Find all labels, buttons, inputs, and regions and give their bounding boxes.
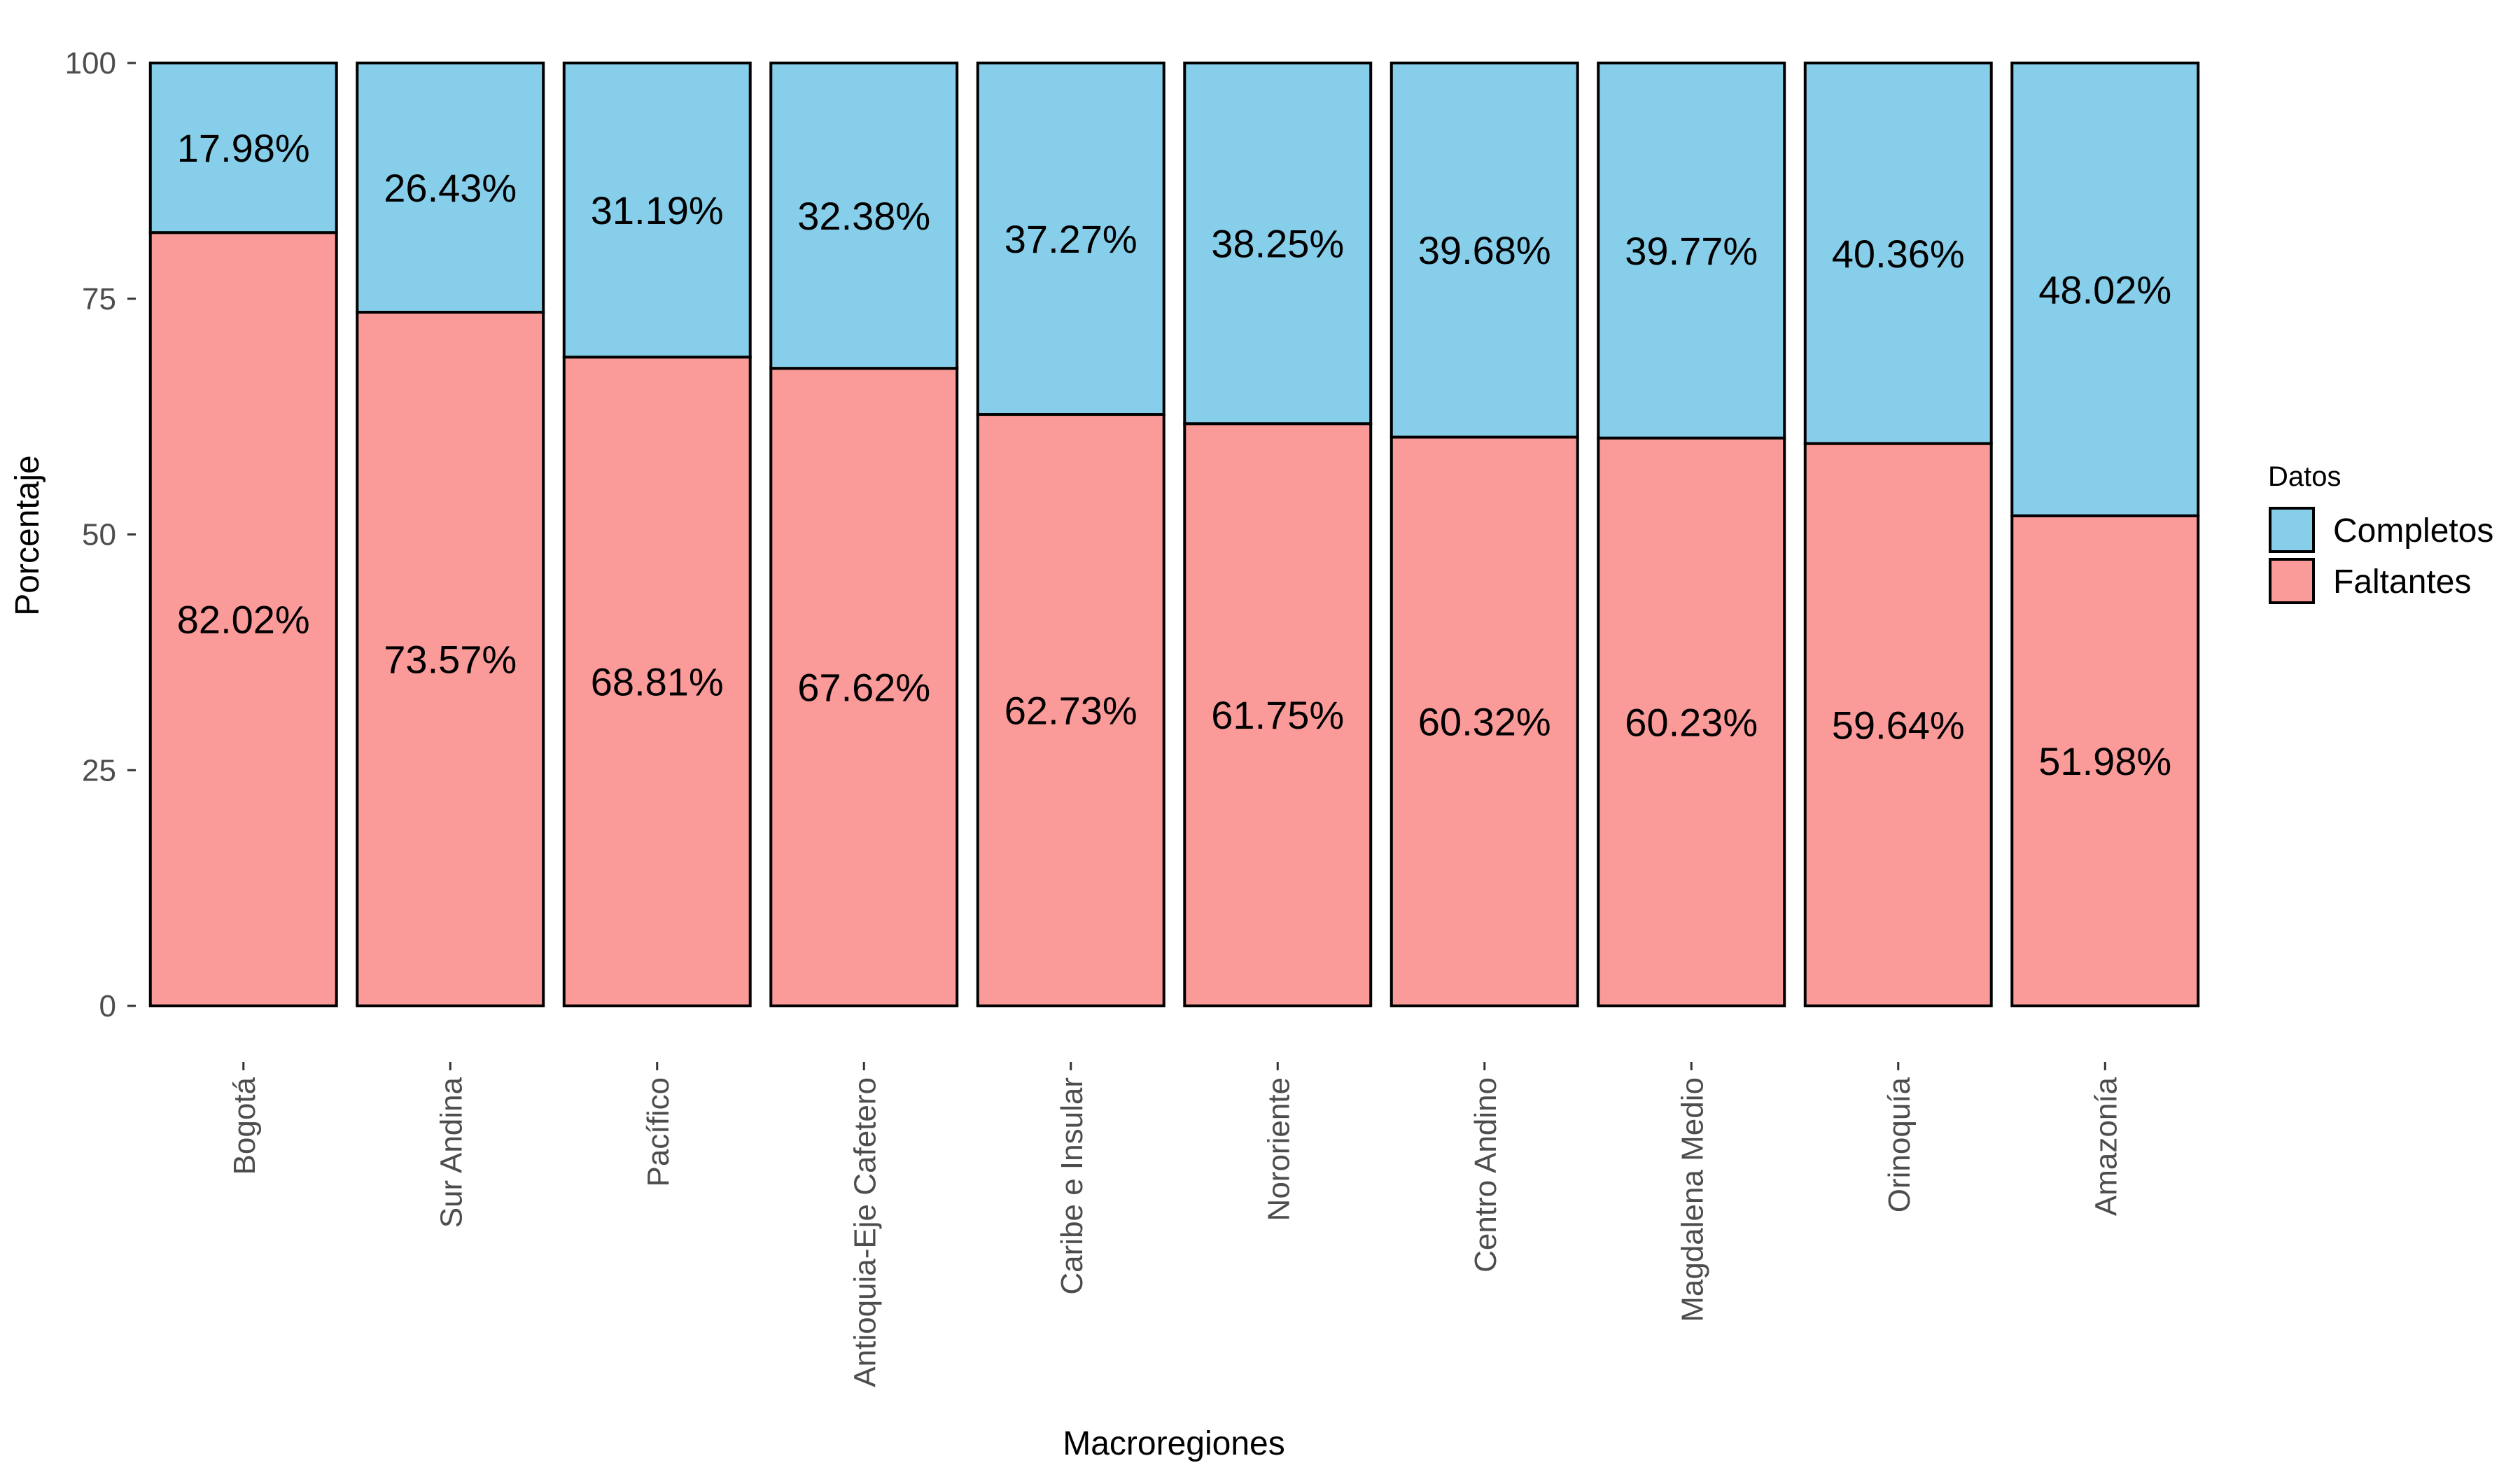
x-tick-label-5: Caribe e Insular <box>1055 1077 1089 1295</box>
data-label-faltantes-9: 59.64% <box>1832 703 1965 747</box>
x-tick-label-4: Antioquia-Eje Cafetero <box>848 1077 882 1387</box>
data-label-faltantes-10: 51.98% <box>2038 739 2171 783</box>
bar-completos-1 <box>148 62 338 234</box>
data-label-completos-10: 48.02% <box>2038 267 2171 312</box>
legend: Datos Completos Faltantes <box>2268 461 2493 604</box>
bar-faltantes-1 <box>148 231 338 1008</box>
bar-completos-6 <box>1183 62 1373 426</box>
data-labels-layer: 82.02% 17.98% 73.57% 26.43% 68.81% 31.19% 67.6… <box>177 126 2171 783</box>
data-label-completos-9: 40.36% <box>1832 232 1965 276</box>
bar-completos-2 <box>356 62 545 314</box>
bar-faltantes-4 <box>769 367 959 1007</box>
x-tick-label-3: Pacífico <box>641 1077 676 1187</box>
data-label-completos-6: 38.25% <box>1211 222 1344 266</box>
bar-faltantes-10 <box>2010 514 2200 1007</box>
bar-completos-7 <box>1390 62 1579 439</box>
bar-completos-3 <box>562 62 752 359</box>
data-label-completos-4: 32.38% <box>797 194 930 238</box>
bar-completos-4 <box>769 62 959 370</box>
data-label-faltantes-3: 68.81% <box>591 660 724 704</box>
x-axis-title: Macroregiones <box>1063 1425 1284 1462</box>
data-label-completos-2: 26.43% <box>384 166 517 210</box>
y-tick-label-100: 100 <box>65 46 116 80</box>
y-axis: 0 25 50 75 100 <box>65 46 136 1023</box>
data-label-completos-7: 39.68% <box>1418 228 1551 272</box>
legend-label-completos: Completos <box>2333 512 2493 550</box>
bar-completos-5 <box>976 62 1166 416</box>
x-tick-label-6: Nororiente <box>1261 1077 1296 1221</box>
x-tick-label-10: Amazonía <box>2089 1077 2123 1216</box>
legend-swatch-faltantes <box>2269 558 2315 604</box>
legend-label-faltantes: Faltantes <box>2333 564 2471 601</box>
data-label-completos-8: 39.77% <box>1625 229 1758 273</box>
x-tick-label-7: Centro Andino <box>1469 1077 1503 1273</box>
data-label-faltantes-6: 61.75% <box>1211 693 1344 737</box>
y-tick-label-25: 25 <box>82 753 116 788</box>
data-label-faltantes-4: 67.62% <box>797 666 930 710</box>
bar-completos-10 <box>2010 62 2200 517</box>
x-tick-label-1: Bogotá <box>227 1077 262 1175</box>
bar-completos-8 <box>1597 62 1786 440</box>
x-tick-label-9: Orinoquía <box>1882 1077 1917 1212</box>
bar-faltantes-7 <box>1390 435 1579 1007</box>
y-tick-label-75: 75 <box>82 282 116 316</box>
data-label-faltantes-2: 73.57% <box>384 638 517 682</box>
data-label-faltantes-8: 60.23% <box>1625 700 1758 744</box>
bar-completos-9 <box>1803 62 1993 445</box>
y-tick-label-50: 50 <box>82 518 116 552</box>
bar-faltantes-6 <box>1183 422 1373 1007</box>
x-tick-label-2: Sur Andina <box>434 1077 468 1228</box>
data-label-completos-5: 37.27% <box>1004 217 1138 261</box>
data-label-completos-1: 17.98% <box>177 126 310 170</box>
y-axis-title: Porcentaje <box>9 455 46 615</box>
y-tick-label-0: 0 <box>99 989 116 1023</box>
bar-faltantes-8 <box>1597 436 1786 1007</box>
bar-faltantes-3 <box>562 356 752 1008</box>
data-label-completos-3: 31.19% <box>591 188 724 232</box>
legend-swatch-completos <box>2269 507 2315 553</box>
data-label-faltantes-5: 62.73% <box>1004 689 1138 733</box>
x-axis: Bogotá Sur Andina Pacífico Antioquia-Eje Ca… <box>227 1062 2123 1387</box>
data-label-faltantes-1: 82.02% <box>177 598 310 642</box>
bar-faltantes-5 <box>976 413 1166 1007</box>
bar-faltantes-9 <box>1803 442 1993 1007</box>
bars-layer <box>148 62 2200 1008</box>
legend-title: Datos <box>2268 461 2342 492</box>
x-tick-label-8: Magdalena Medio <box>1675 1077 1709 1322</box>
data-label-faltantes-7: 60.32% <box>1418 700 1551 744</box>
